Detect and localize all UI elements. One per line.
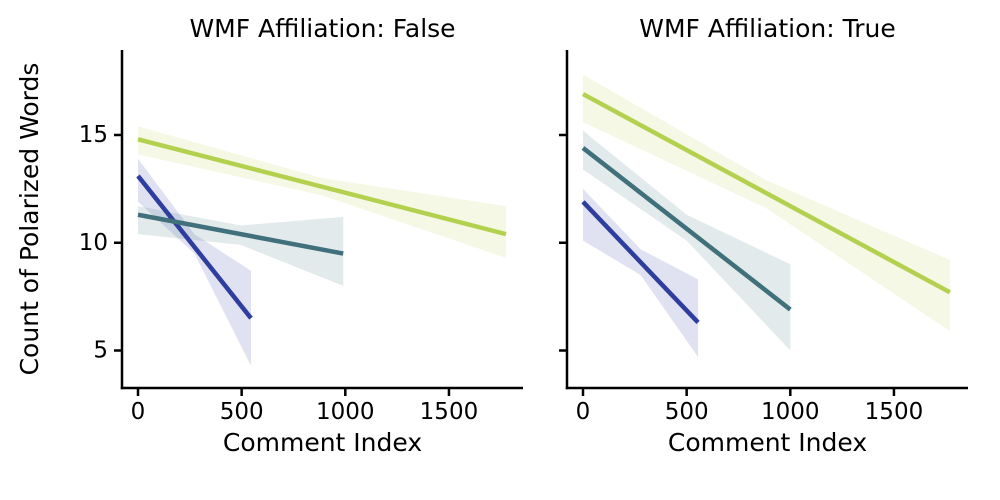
ci-band-group-green [583, 74, 950, 332]
regression-line-group-blue [136, 174, 253, 320]
y-tick-label: 10 [79, 230, 108, 256]
x-tick-label: 500 [665, 399, 709, 425]
ci-band-group-blue [138, 158, 251, 366]
x-tick-label: 1000 [316, 399, 375, 425]
x-axis-label-true: Comment Index [667, 428, 868, 457]
y-axis-label: Count of Polarized Words [15, 62, 44, 376]
x-axis-label-false: Comment Index [222, 428, 423, 457]
regression-line-group-teal [137, 212, 344, 256]
x-tick-label: 1000 [761, 399, 820, 425]
x-tick-label: 1500 [420, 399, 479, 425]
x-tick-label: 0 [131, 399, 146, 425]
panel-title-false: WMF Affiliation: False [189, 14, 456, 43]
regression-line-group-green [137, 137, 507, 237]
ci-band-group-green [138, 126, 506, 258]
y-tick-label: 5 [93, 338, 108, 364]
regression-line-group-teal [581, 146, 792, 312]
x-tick-label: 500 [220, 399, 264, 425]
x-tick-label: 0 [576, 399, 591, 425]
regression-line-group-green [581, 92, 951, 295]
y-tick-label: 15 [79, 122, 108, 148]
regression-line-group-blue [581, 200, 700, 325]
x-tick-label: 1500 [865, 399, 924, 425]
panel-title-true: WMF Affiliation: True [639, 14, 896, 43]
